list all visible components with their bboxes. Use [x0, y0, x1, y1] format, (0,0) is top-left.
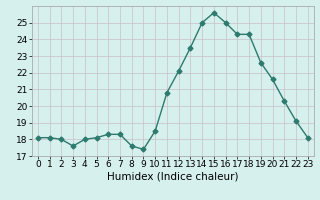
X-axis label: Humidex (Indice chaleur): Humidex (Indice chaleur) [107, 172, 238, 182]
